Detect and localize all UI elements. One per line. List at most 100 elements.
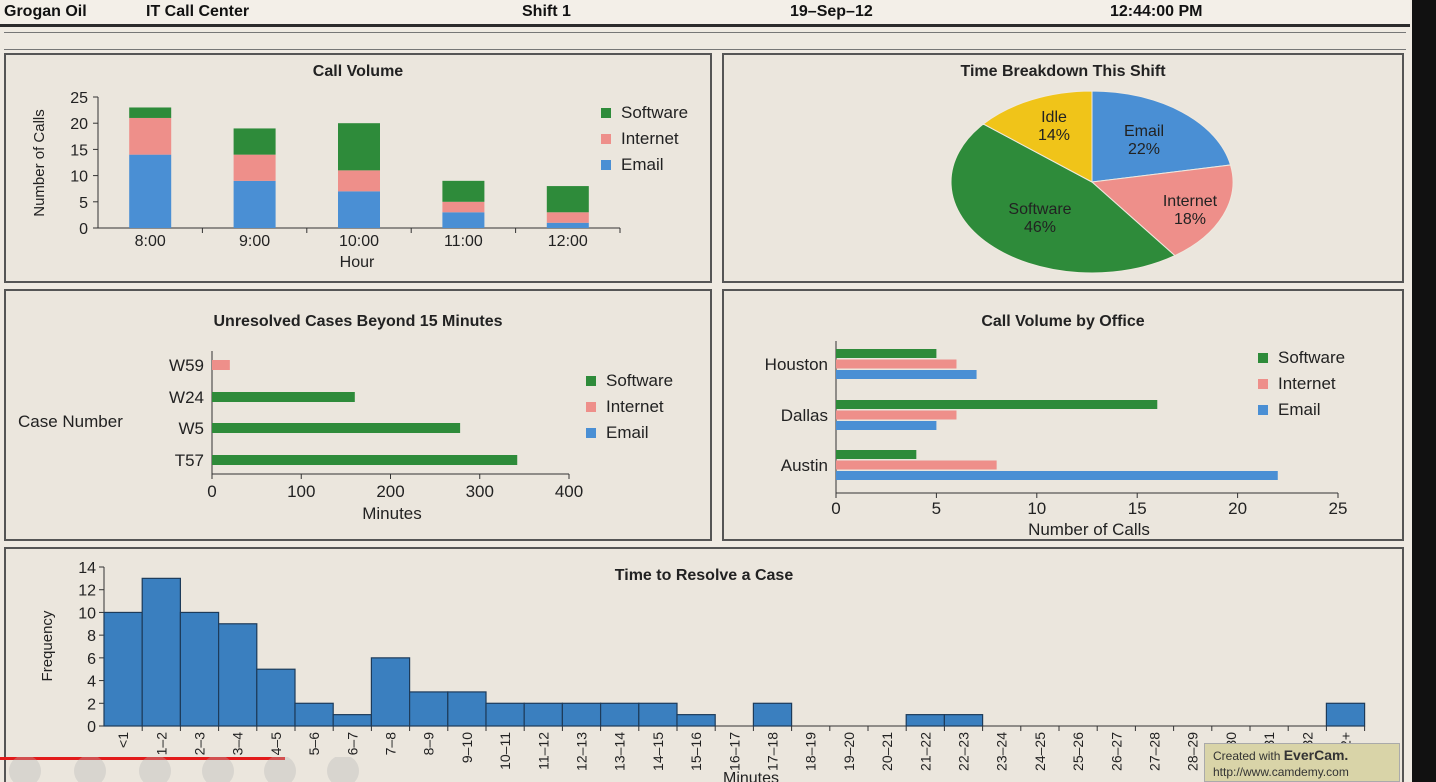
screen-icon[interactable] — [202, 757, 234, 782]
histogram-bar — [676, 714, 716, 727]
x-tick-label: <1 — [115, 732, 131, 748]
slice-value: 18% — [1174, 211, 1206, 228]
histogram-bar — [103, 611, 143, 727]
x-tick-label: 10–11 — [497, 732, 513, 770]
time-breakdown-title: Time Breakdown This Shift — [960, 63, 1166, 80]
y-axis-label: Frequency — [39, 610, 56, 681]
x-axis-label: Minutes — [723, 770, 779, 782]
x-tick-label: 8:00 — [135, 233, 166, 250]
slice-label: Internet — [1163, 193, 1218, 210]
slice-label: Idle — [1041, 109, 1067, 126]
call-volume-panel: Call Volume 0 5 10 15 20 25 8:00 9:00 10:00 11:00… — [4, 53, 712, 283]
histogram-bar — [752, 702, 793, 727]
x-tick-label: 12:00 — [548, 233, 588, 250]
case-bar — [212, 360, 230, 370]
legend-swatch — [586, 428, 596, 438]
prev-icon[interactable] — [9, 757, 41, 782]
x-axis-label: Hour — [340, 254, 375, 271]
badge-created-text: Created with — [1213, 749, 1281, 763]
legend-label: Software — [1278, 348, 1345, 367]
office-panel: Call Volume by Office Houston Dallas Austi… — [722, 289, 1404, 541]
histogram-bar — [332, 714, 373, 727]
y-tick-label: 5 — [79, 195, 88, 212]
video-controls-overlay — [0, 757, 359, 782]
legend-label: Email — [606, 423, 649, 442]
legend-swatch — [601, 108, 611, 118]
legend-swatch — [586, 402, 596, 412]
bar-segment-software — [233, 128, 276, 155]
resolve-time-title: Time to Resolve a Case — [614, 567, 794, 584]
bar-segment-internet — [233, 154, 276, 181]
x-tick-label: 20 — [1228, 499, 1247, 518]
company-name: Grogan Oil — [4, 3, 87, 20]
legend-label: Email — [621, 155, 664, 174]
y-tick-label: 4 — [87, 674, 96, 691]
x-tick-label: 25–26 — [1070, 732, 1086, 771]
histogram-bar — [905, 714, 946, 727]
unresolved-title: Unresolved Cases Beyond 15 Minutes — [213, 313, 503, 330]
header-bar: Grogan Oil IT Call Center Shift 1 19–Sep… — [0, 0, 1410, 27]
x-tick-label: 200 — [376, 482, 404, 501]
bar-segment-email — [233, 180, 276, 228]
pie-slice-email — [1091, 90, 1232, 183]
y-tick-label: 0 — [79, 221, 88, 238]
x-tick-label: 0 — [831, 499, 840, 518]
histogram-bar — [409, 691, 449, 727]
y-tick-label: 8 — [87, 628, 96, 645]
case-label: W59 — [169, 356, 204, 375]
histogram-bar — [485, 702, 525, 727]
x-tick-label: 7–8 — [383, 732, 399, 756]
slice-value: 14% — [1038, 127, 1070, 144]
slice-label: Email — [1124, 123, 1164, 140]
evercam-badge[interactable]: Created with EverCam. http://www.camdemy… — [1204, 743, 1400, 782]
x-tick-label: 13–14 — [612, 732, 628, 771]
badge-url[interactable]: http://www.camdemy.com — [1213, 765, 1349, 779]
case-label: T57 — [175, 451, 204, 470]
histogram-bar — [294, 702, 334, 727]
pen-icon[interactable] — [139, 757, 171, 782]
legend-swatch — [1258, 379, 1268, 389]
x-tick-label: 24–25 — [1032, 732, 1048, 771]
bar-segment-email — [442, 212, 485, 228]
legend-swatch — [1258, 405, 1268, 415]
office-bar-email — [836, 370, 977, 379]
slice-value: 22% — [1128, 141, 1160, 158]
play-icon[interactable] — [74, 757, 106, 782]
more-icon[interactable] — [327, 757, 359, 782]
office-title: Call Volume by Office — [981, 313, 1145, 330]
office-bar-software — [836, 450, 917, 459]
y-tick-label: 6 — [87, 651, 96, 668]
zoom-icon[interactable] — [264, 757, 296, 782]
legend-swatch — [601, 134, 611, 144]
call-volume-chart: 0 5 10 15 20 25 8:00 9:00 10:00 11:00 12:00 Hour Num… — [31, 90, 688, 271]
legend-label: Email — [1278, 400, 1321, 419]
header-divider — [4, 32, 1406, 50]
x-tick-label: 6–7 — [344, 732, 360, 756]
y-tick-label: 0 — [87, 719, 96, 736]
bar-segment-software — [338, 123, 380, 171]
y-tick-label: 10 — [78, 605, 96, 622]
y-tick-label: 25 — [70, 90, 88, 107]
y-tick-label: 2 — [87, 696, 96, 713]
x-tick-label: 16–17 — [726, 732, 742, 771]
pie-slice-software — [950, 123, 1176, 274]
x-tick-label: 15 — [1128, 499, 1147, 518]
histogram-bar — [141, 577, 181, 727]
legend-label: Software — [606, 371, 673, 390]
x-tick-label: 9–10 — [459, 732, 475, 763]
histogram-bar — [561, 702, 602, 727]
histogram-bar — [599, 702, 640, 727]
x-tick-label: 10:00 — [339, 233, 379, 250]
x-tick-label: 28–29 — [1185, 732, 1201, 771]
pie-slice-internet — [1090, 164, 1234, 257]
x-tick-label: 20–21 — [879, 732, 895, 771]
histogram-bar — [370, 657, 411, 727]
bar-segment-internet — [442, 201, 485, 213]
x-tick-label: 25 — [1329, 499, 1348, 518]
x-tick-label: 21–22 — [917, 732, 933, 771]
badge-brand: EverCam. — [1283, 747, 1349, 763]
legend-label: Internet — [606, 397, 664, 416]
unresolved-panel: Unresolved Cases Beyond 15 Minutes W59 W2… — [4, 289, 712, 541]
